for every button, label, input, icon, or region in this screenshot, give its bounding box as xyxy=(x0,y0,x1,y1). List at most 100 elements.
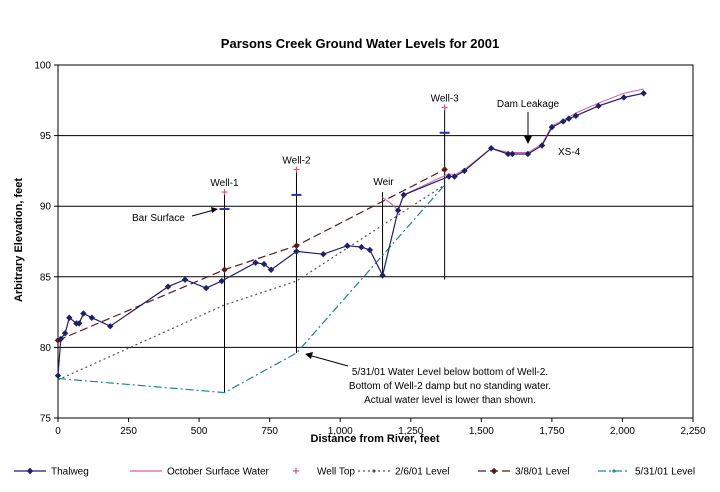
x-axis-label: Distance from River, feet xyxy=(311,433,440,445)
x-tick-label: 2,250 xyxy=(680,426,705,437)
thalweg-point xyxy=(107,323,114,330)
x-tick-label: 750 xyxy=(261,426,278,437)
note-arrowhead xyxy=(305,352,313,359)
well-top-point xyxy=(221,189,228,196)
legend-swatch-marker xyxy=(293,468,299,474)
thalweg-point xyxy=(620,94,628,101)
thalweg-point xyxy=(293,248,300,255)
legend: Thalweg October Surface Water Well Top 2/6/… xyxy=(14,467,695,478)
thalweg-point xyxy=(344,242,351,249)
thalweg-point xyxy=(57,335,65,343)
thalweg-point xyxy=(54,372,62,379)
note-line-1: 5/31/01 Water Level below bottom of Well… xyxy=(352,367,548,378)
x-tick-label: 2,000 xyxy=(610,426,635,437)
thalweg-point xyxy=(164,283,172,290)
thalweg-point xyxy=(572,112,580,120)
well-structures xyxy=(219,107,450,393)
series-line-3-8-01-level xyxy=(57,168,445,341)
thalweg-point xyxy=(218,277,225,285)
thalweg-point xyxy=(559,118,567,125)
thalweg-point xyxy=(565,115,573,122)
thalweg-point xyxy=(538,142,546,149)
xs4-label: XS-4 xyxy=(558,147,581,158)
thalweg-point xyxy=(320,251,327,258)
legend-label: 5/31/01 Level xyxy=(635,467,695,478)
legend-swatch-marker xyxy=(490,467,498,475)
axis-ticks: 75 80 85 90 95 100 0 250 500 750 1,000 1,250 1,500 1,… xyxy=(34,61,706,438)
thalweg-point xyxy=(400,191,407,199)
plot-area-border xyxy=(57,64,694,419)
level-3-8-01-point xyxy=(221,266,228,273)
well-top-point xyxy=(441,104,448,111)
thalweg-point xyxy=(202,284,210,292)
thalweg-point xyxy=(509,150,516,158)
thalweg-point xyxy=(379,272,386,279)
level-3-8-01-point xyxy=(441,166,448,173)
series-line-2-6-01-level xyxy=(57,184,445,381)
thalweg-point xyxy=(267,266,275,273)
thalweg-point xyxy=(75,320,83,327)
legend-swatch-marker xyxy=(26,467,34,475)
thalweg-point xyxy=(595,102,602,110)
thalweg-point xyxy=(61,330,69,337)
thalweg-point xyxy=(181,276,189,283)
x-tick-label: 500 xyxy=(191,426,208,437)
bar-surface-arrowhead xyxy=(211,207,218,213)
data-series xyxy=(54,88,647,394)
note-arrow xyxy=(311,355,349,367)
thalweg-point xyxy=(640,90,647,97)
legend-swatch-marker xyxy=(612,469,616,473)
legend-label: October Surface Water xyxy=(167,467,270,478)
thalweg-point xyxy=(88,314,96,321)
y-tick-label: 85 xyxy=(40,272,52,283)
weir-label: Weir xyxy=(373,177,394,188)
legend-label: Thalweg xyxy=(51,467,89,478)
thalweg-point xyxy=(260,260,268,268)
y-tick-label: 100 xyxy=(34,61,51,72)
thalweg-point xyxy=(66,314,73,321)
thalweg-point xyxy=(80,310,87,317)
x-tick-label: 1,250 xyxy=(398,426,423,437)
x-tick-label: 0 xyxy=(55,426,61,437)
x-tick-label: 1,500 xyxy=(469,426,494,437)
well-label: Well-3 xyxy=(431,93,460,104)
y-axis-label: Arbitrary Elevation, feet xyxy=(13,178,25,302)
chart-title: Parsons Creek Ground Water Levels for 20… xyxy=(221,36,499,51)
annotations: Well-1 Well-2 Well-3 Weir Bar Surface Dam Lea… xyxy=(132,93,581,406)
grid xyxy=(58,135,693,348)
y-tick-label: 80 xyxy=(40,343,52,354)
thalweg-point xyxy=(445,173,453,180)
thalweg-point xyxy=(451,173,458,180)
y-tick-label: 95 xyxy=(40,131,52,142)
x-tick-label: 1,750 xyxy=(539,426,564,437)
note-line-3: Actual water level is lower than shown. xyxy=(364,395,536,406)
thalweg-point xyxy=(548,123,556,131)
thalweg-point xyxy=(394,207,402,214)
x-tick-label: 1,000 xyxy=(328,426,353,437)
dam-leakage-label: Dam Leakage xyxy=(497,99,560,110)
thalweg-point xyxy=(366,246,374,254)
legend-label: 2/6/01 Level xyxy=(395,467,450,478)
y-tick-label: 75 xyxy=(40,414,52,425)
legend-swatch-marker xyxy=(372,469,376,473)
legend-label: Well Top xyxy=(317,467,355,478)
legend-label: 3/8/01 Level xyxy=(515,467,570,478)
well-label: Well-1 xyxy=(210,178,239,189)
thalweg-point xyxy=(524,150,532,158)
dam-leakage-arrowhead xyxy=(524,136,532,144)
x-tick-label: 250 xyxy=(120,426,137,437)
thalweg-point xyxy=(504,150,512,158)
bar-surface-label: Bar Surface xyxy=(132,213,185,224)
thalweg-point xyxy=(461,167,468,175)
bar-surface-arrow xyxy=(191,209,215,217)
thalweg-point xyxy=(252,259,259,266)
level-3-8-01-point xyxy=(293,242,300,249)
well-label: Well-2 xyxy=(282,155,311,166)
note-line-2: Bottom of Well-2 damp but no standing wa… xyxy=(349,381,551,392)
well-top-point xyxy=(293,166,300,173)
y-tick-label: 90 xyxy=(40,202,52,213)
thalweg-point xyxy=(488,145,495,152)
series-line-5-31-01-level xyxy=(57,184,446,394)
thalweg-point xyxy=(358,243,365,251)
